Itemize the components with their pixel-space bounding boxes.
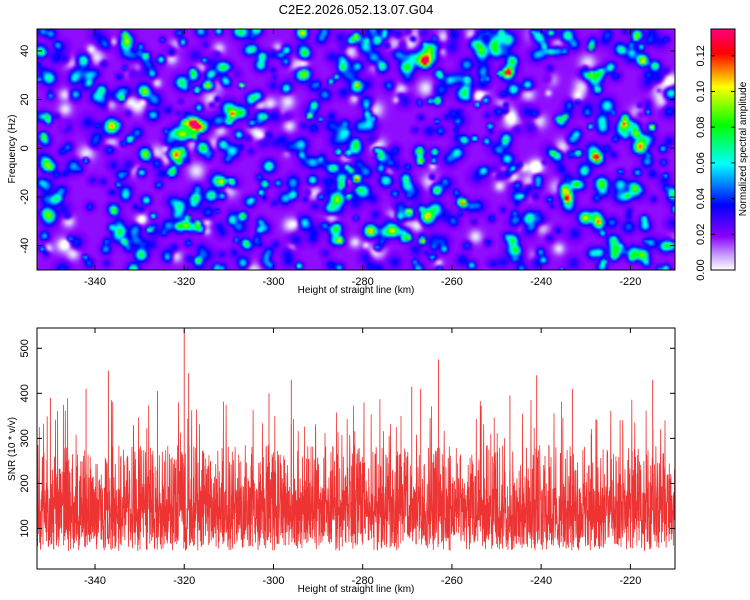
colorbar-tick-label: 0.00 bbox=[695, 259, 707, 280]
top-xtick-label: -300 bbox=[262, 276, 284, 288]
top-x-axis-label: Height of straight line (km) bbox=[298, 285, 415, 296]
heatmap-image-wrap bbox=[37, 29, 675, 270]
colorbar-tick-label: 0.10 bbox=[695, 81, 707, 102]
bottom-xtick-label: -340 bbox=[84, 575, 106, 587]
colorbar-gradient bbox=[710, 28, 736, 271]
top-xtick-label: -320 bbox=[173, 276, 195, 288]
heatmap-frame bbox=[36, 28, 676, 271]
snr-peaks bbox=[49, 330, 654, 511]
bottom-xtick-label: -260 bbox=[441, 575, 463, 587]
colorbar: 0.00 0.02 0.04 0.06 0.08 0.10 0.12 Normalized … bbox=[695, 28, 749, 281]
colorbar-tick-label: 0.12 bbox=[695, 45, 707, 66]
top-y-axis: -40 -20 0 20 40 bbox=[19, 45, 675, 254]
bottom-xtick-label: -220 bbox=[619, 575, 641, 587]
top-y-axis-label: Frequency (Hz) bbox=[7, 115, 18, 184]
top-xtick-label: -280 bbox=[352, 276, 374, 288]
bottom-xtick-label: -240 bbox=[530, 575, 552, 587]
top-ytick-label: 20 bbox=[19, 93, 31, 105]
snr-frame bbox=[36, 327, 676, 570]
top-xtick-label: -340 bbox=[84, 276, 106, 288]
colorbar-tick-label: 0.06 bbox=[695, 152, 707, 173]
colorbar-tick-label: 0.08 bbox=[695, 116, 707, 137]
top-ytick-label: 0 bbox=[19, 145, 31, 151]
bottom-x-axis: -340 -320 -300 -280 -260 -240 -220 bbox=[84, 328, 641, 587]
spectrogram-panel: -340 -320 -300 -280 -260 -240 -220 -40 -20 0 20 40… bbox=[7, 28, 676, 296]
top-ytick-label: 40 bbox=[19, 45, 31, 57]
snr-panel: -340 -320 -300 -280 -260 -240 -220 100 200 300 40… bbox=[7, 327, 676, 595]
bottom-ytick-label: 400 bbox=[19, 384, 31, 402]
snr-series-line bbox=[37, 398, 675, 552]
bottom-y-axis: 100 200 300 400 500 bbox=[19, 339, 675, 538]
bottom-ytick-label: 200 bbox=[19, 474, 31, 492]
colorbar-ticks: 0.00 0.02 0.04 0.06 0.08 0.10 0.12 bbox=[695, 45, 735, 281]
colorbar-tick-label: 0.04 bbox=[695, 188, 707, 209]
bottom-xtick-label: -320 bbox=[173, 575, 195, 587]
top-xtick-label: -260 bbox=[441, 276, 463, 288]
colorbar-tick-label: 0.02 bbox=[695, 224, 707, 245]
top-ytick-label: -20 bbox=[19, 189, 31, 205]
bottom-ytick-label: 100 bbox=[19, 519, 31, 537]
top-xtick-label: -220 bbox=[619, 276, 641, 288]
top-xtick-label: -240 bbox=[530, 276, 552, 288]
bottom-ytick-label: 500 bbox=[19, 339, 31, 357]
bottom-xtick-label: -300 bbox=[262, 575, 284, 587]
bottom-y-axis-label: SNR (10 * v/v) bbox=[7, 417, 18, 481]
top-x-axis: -340 -320 -300 -280 -260 -240 -220 bbox=[84, 29, 641, 288]
bottom-x-axis-label: Height of straight line (km) bbox=[298, 584, 415, 595]
bottom-ytick-label: 300 bbox=[19, 429, 31, 447]
bottom-xtick-label: -280 bbox=[352, 575, 374, 587]
colorbar-label: Normalized spectral amplitude bbox=[738, 81, 749, 216]
heatmap-image bbox=[37, 29, 675, 270]
chart-title: C2E2.2026.052.13.07.G04 bbox=[279, 2, 434, 17]
top-ytick-label: -40 bbox=[19, 238, 31, 254]
